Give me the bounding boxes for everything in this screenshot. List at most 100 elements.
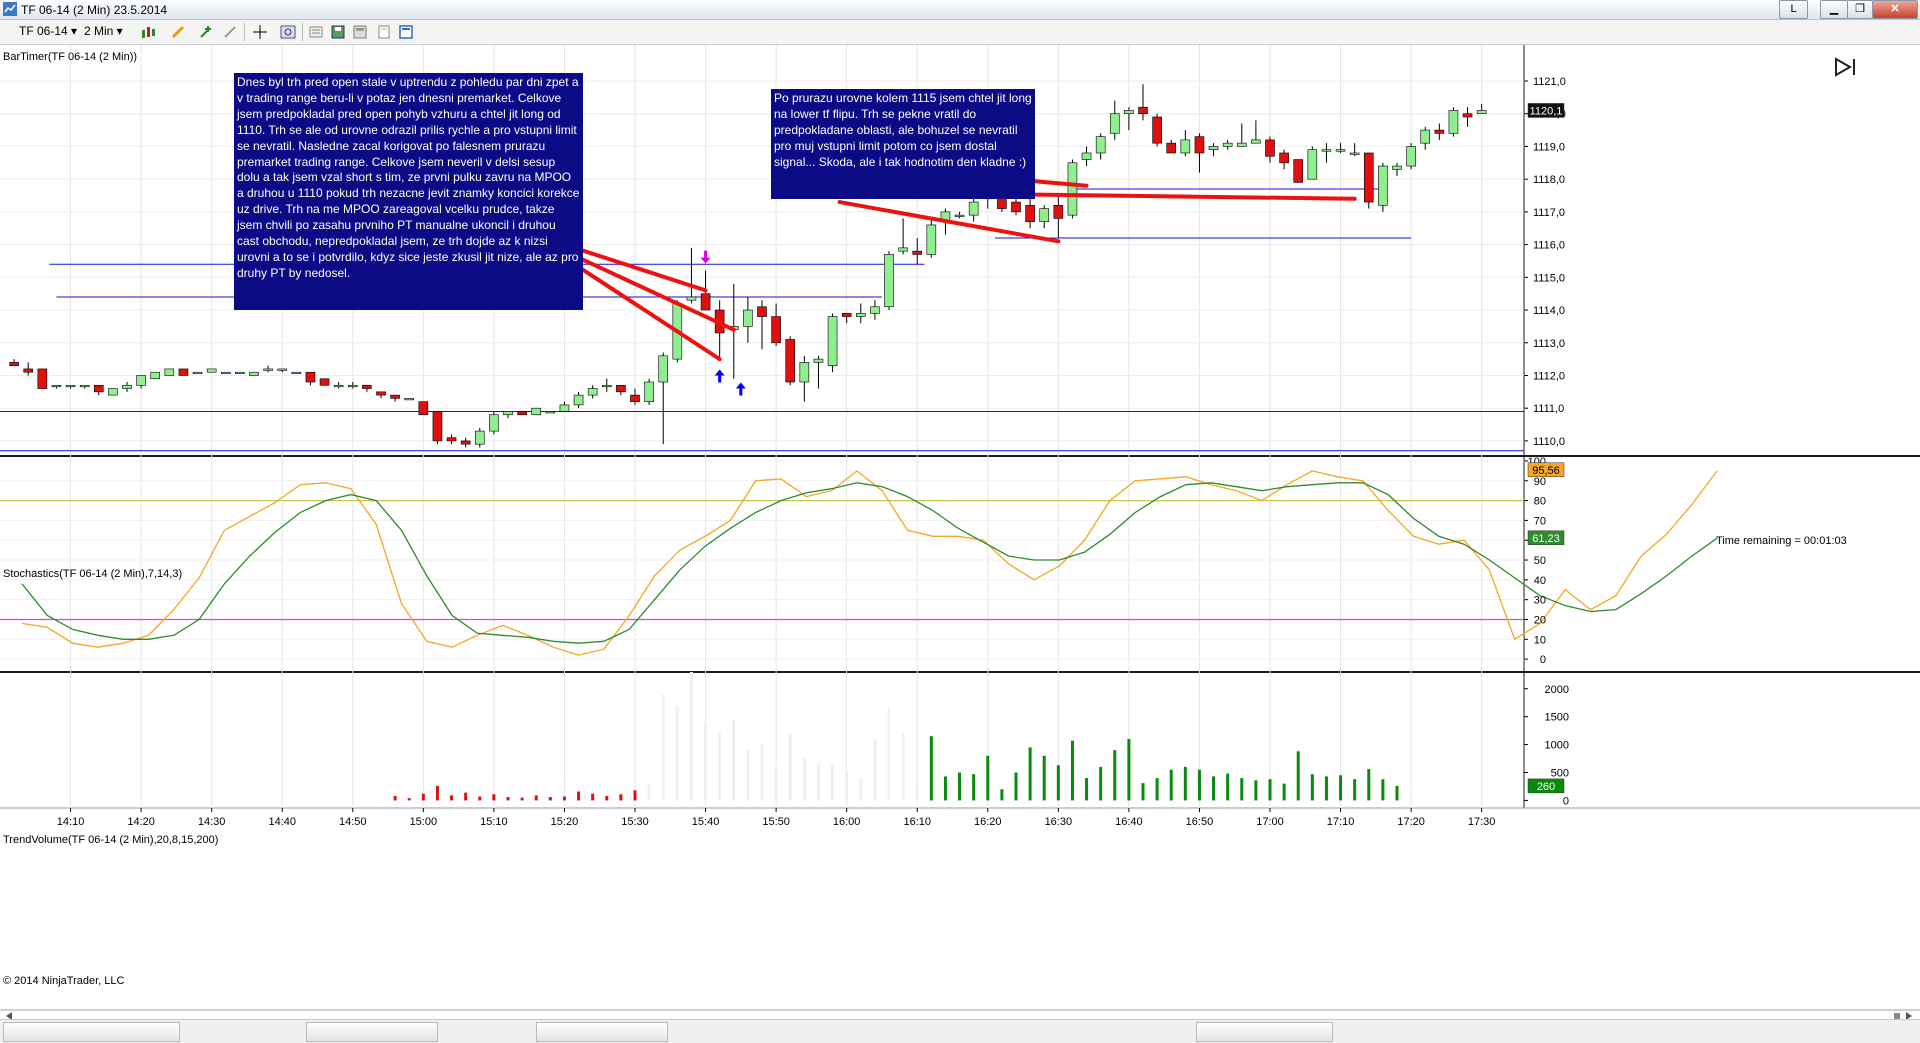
volume-bar (520, 797, 524, 801)
candle-body (1109, 113, 1120, 134)
chart-tab-2[interactable] (306, 1022, 438, 1042)
volume-bar (1141, 783, 1145, 801)
print-icon[interactable] (376, 24, 392, 40)
candle-body (347, 384, 358, 388)
bar-type-icon[interactable] (140, 24, 156, 40)
time-tick-label: 16:00 (833, 816, 861, 828)
chart-trader-icon[interactable] (398, 24, 414, 40)
volume-bar (633, 790, 637, 801)
chart-tab-4[interactable] (1196, 1022, 1333, 1042)
annotation-note-1[interactable]: Dnes byl trh pred open stale v uptrendu … (234, 73, 583, 310)
properties-icon[interactable] (308, 24, 324, 40)
interval-label: 2 Min (84, 24, 114, 38)
volume-bar (1268, 779, 1272, 801)
candle-body (1251, 139, 1261, 144)
price-tick-label: 1114,0 (1533, 305, 1565, 317)
volume-bar (746, 750, 750, 801)
candle-body (418, 401, 429, 416)
volume-bar (774, 766, 778, 801)
price-tick-label: 1113,0 (1533, 338, 1565, 350)
candle-body (1321, 149, 1332, 152)
axis-background (1524, 45, 1920, 1019)
last-price-badge: 1120,1 (1530, 105, 1563, 117)
candle-body (1476, 110, 1487, 115)
candle-body (799, 362, 810, 383)
volume-bar (1056, 765, 1060, 801)
candle-body (559, 404, 570, 412)
volume-bar (1381, 779, 1385, 801)
candle-body (545, 411, 556, 414)
strategy-icon[interactable] (222, 24, 238, 40)
candle-body (1067, 162, 1078, 216)
volume-bar (901, 733, 905, 801)
candle-body (743, 309, 753, 327)
restore-button[interactable]: ❐ (1847, 0, 1873, 19)
volume-bar (647, 783, 651, 801)
interval-selector[interactable]: 2 Min ▾ (84, 24, 123, 38)
volume-bar (1197, 769, 1201, 801)
volume-bar (1296, 751, 1300, 801)
crosshair-icon[interactable] (252, 24, 268, 40)
volume-bar (704, 722, 708, 801)
minimize-button[interactable]: ▁ (1820, 0, 1848, 19)
time-tick-label: 17:20 (1397, 816, 1425, 828)
volume-bar (972, 774, 976, 801)
instrument-selector[interactable]: TF 06-14 ▾ (19, 24, 78, 38)
candle-body (220, 371, 231, 375)
time-tick-label: 16:30 (1045, 816, 1073, 828)
volume-bar (1169, 769, 1173, 801)
pencil-icon[interactable] (170, 24, 186, 40)
candle-body (503, 411, 513, 416)
chart-area[interactable]: 1110,0 1111,0 1112,0 1113,0 1114,0 1115,0 1116… (0, 45, 1920, 1019)
scroll-thumb (1894, 1013, 1900, 1019)
volume-bar (929, 736, 933, 801)
candle-body (51, 384, 62, 388)
volume-bar (1395, 785, 1399, 801)
volume-bar (591, 793, 595, 801)
candle-body (460, 440, 471, 445)
play-end-icon[interactable] (1834, 57, 1858, 77)
candle-body (489, 414, 499, 432)
candle-body (249, 371, 259, 376)
instrument-label: TF 06-14 (19, 24, 68, 38)
volume-bar (915, 783, 919, 801)
scrollbar-track (0, 1009, 1920, 1011)
volume-tick-label: 500 (1551, 768, 1569, 780)
candle-body (1420, 129, 1431, 144)
candle-body (446, 437, 457, 442)
candle-body (1180, 139, 1191, 154)
candle-body (1081, 152, 1092, 160)
candle-body (1335, 149, 1346, 152)
window-titlebar: TF 06-14 (2 Min) 23.5.2014 L ▁ ❐ ✕ (0, 0, 1920, 20)
time-tick-label: 16:50 (1186, 816, 1214, 828)
link-button[interactable]: L (1779, 0, 1808, 19)
zoom-icon[interactable] (280, 24, 296, 40)
chart-tab-1[interactable] (3, 1022, 180, 1042)
volume-bar (689, 672, 693, 801)
volume-bar (562, 796, 566, 801)
annotation-note-2[interactable]: Po prurazu urovne kolem 1115 jsem chtel … (771, 89, 1035, 199)
data-box-icon[interactable] (352, 24, 368, 40)
candle-body (122, 384, 132, 389)
candle-body (305, 371, 316, 383)
volume-bar (407, 798, 411, 801)
stoch-tick-label: 0 (1540, 654, 1546, 666)
volume-bar (1339, 775, 1343, 801)
candle-body (630, 394, 640, 402)
save-image-icon[interactable] (330, 24, 346, 40)
candle-body (192, 371, 203, 375)
volume-bar (605, 795, 609, 801)
volume-bar (661, 694, 665, 801)
time-tick-label: 17:30 (1468, 816, 1496, 828)
price-tick-label: 1117,0 (1533, 207, 1565, 219)
chart-tab-3[interactable] (536, 1022, 668, 1042)
time-tick-label: 15:50 (762, 816, 790, 828)
volume-bar (816, 764, 820, 801)
candle-body (1448, 110, 1459, 134)
time-tick-label: 16:10 (903, 816, 931, 828)
add-indicator-icon[interactable] (198, 24, 214, 40)
candle-body (658, 355, 669, 383)
close-button[interactable]: ✕ (1872, 0, 1918, 19)
candle-body (263, 368, 273, 371)
scroll-right-icon (1906, 1012, 1912, 1019)
